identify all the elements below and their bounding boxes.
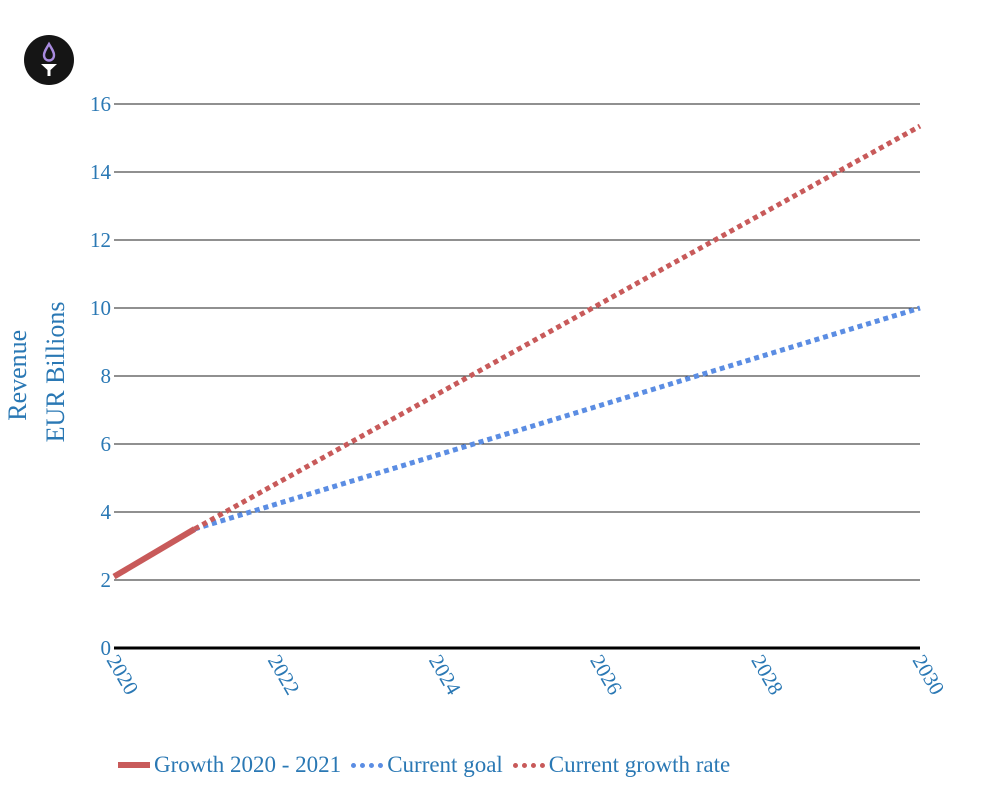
x-tick-label: 2026: [585, 651, 627, 699]
legend-item-current-goal[interactable]: Current goal: [351, 752, 503, 778]
y-axis-title: Revenue EUR Billions: [3, 302, 70, 443]
series-line-1: [112, 526, 197, 580]
legend: Growth 2020 - 2021 Current goal Current …: [118, 752, 740, 778]
legend-swatch-solid-red: [118, 762, 150, 768]
legend-swatch-dotted-blue: [351, 762, 384, 768]
x-tick-label: 2024: [424, 651, 466, 700]
x-tick-label: 2022: [263, 651, 305, 699]
y-axis-title-line-2: EUR Billions: [41, 302, 70, 443]
y-tick-label: 2: [101, 568, 112, 592]
y-tick-label: 16: [90, 92, 111, 116]
flame-y-logo-icon: [41, 41, 57, 76]
y-tick-label: 0: [101, 636, 112, 660]
x-tick-label: 2030: [908, 651, 950, 699]
legend-item-growth[interactable]: Growth 2020 - 2021: [118, 752, 341, 778]
legend-swatch-dotted-red: [512, 762, 545, 768]
y-tick-label: 12: [90, 228, 111, 252]
y-tick-label: 14: [90, 160, 112, 184]
brand-logo: [24, 35, 74, 85]
y-tick-labels: 0 2 4 6 8 10 12 14 16: [90, 92, 112, 660]
series-line-3: [193, 123, 922, 532]
y-tick-label: 10: [90, 296, 111, 320]
series-lines: [112, 123, 922, 580]
gridlines: [114, 103, 920, 650]
legend-label: Current goal: [387, 752, 503, 777]
series-line-2: [193, 305, 921, 532]
y-tick-label: 8: [101, 364, 112, 388]
x-tick-label: 2028: [746, 651, 788, 699]
legend-label: Current growth rate: [548, 752, 731, 777]
x-tick-label: 2020: [102, 651, 144, 699]
legend-item-current-growth-rate[interactable]: Current growth rate: [512, 752, 731, 778]
y-tick-label: 6: [101, 432, 112, 456]
legend-label: Growth 2020 - 2021: [154, 752, 342, 777]
x-tick-labels: 2020 2022 2024 2026 2028 2030: [102, 651, 950, 700]
y-axis-title-line-1: Revenue: [3, 330, 32, 421]
y-tick-label: 4: [101, 500, 112, 524]
